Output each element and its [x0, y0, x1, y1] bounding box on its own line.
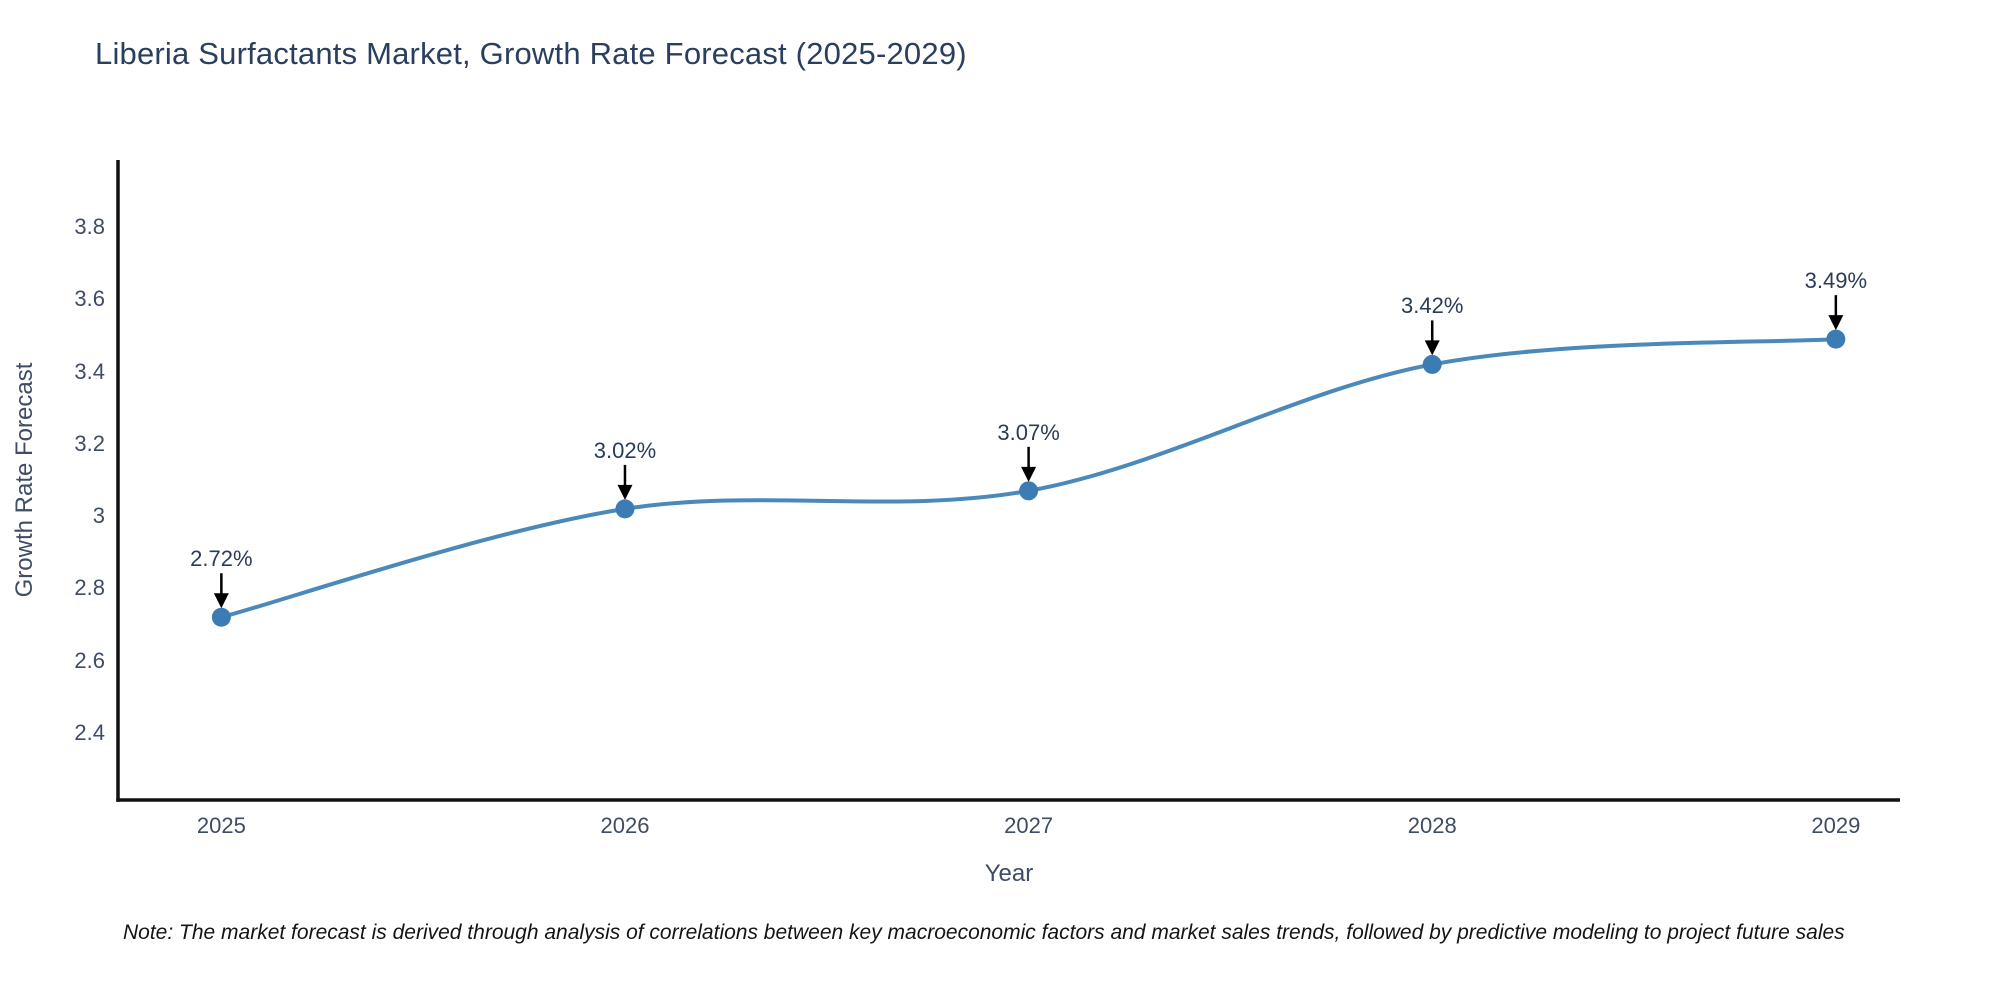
data-point-marker	[1422, 354, 1442, 374]
annotation-arrowhead	[1424, 340, 1440, 356]
y-tick-label: 3.2	[74, 430, 105, 456]
data-point-value-label: 3.49%	[1804, 268, 1868, 294]
y-tick-label: 3.4	[74, 358, 105, 384]
chart-title: Liberia Surfactants Market, Growth Rate …	[95, 36, 967, 71]
annotation-arrowhead	[213, 593, 229, 609]
y-tick-label: 2.6	[74, 647, 105, 673]
data-point-value-label: 3.02%	[593, 437, 657, 463]
data-point-value-label: 3.07%	[997, 419, 1060, 445]
x-tick-label: 2026	[600, 813, 650, 838]
data-point-value-label: 2.72%	[190, 546, 253, 572]
data-point-value-label: 3.42%	[1401, 293, 1464, 319]
data-point-marker	[211, 607, 231, 627]
y-tick-label: 3	[92, 503, 105, 529]
data-point-marker	[615, 499, 635, 519]
annotation-arrowhead	[1021, 466, 1037, 482]
x-axis-title: Year	[984, 860, 1034, 887]
annotation-arrowhead	[617, 484, 633, 500]
x-tick-label: 2025	[196, 813, 246, 838]
y-axis-title: Growth Rate Forecast	[11, 362, 38, 598]
x-tick-label: 2028	[1407, 813, 1457, 838]
annotation-arrowhead	[1828, 315, 1844, 331]
x-tick-label: 2029	[1811, 813, 1861, 838]
y-tick-label: 2.8	[74, 575, 105, 601]
x-tick-label: 2027	[1004, 813, 1054, 838]
data-point-marker	[1826, 329, 1846, 349]
footnote: Note: The market forecast is derived thr…	[123, 921, 1845, 944]
y-tick-label: 2.4	[74, 719, 105, 745]
data-point-marker	[1019, 481, 1039, 501]
y-tick-label: 3.8	[74, 214, 105, 240]
y-tick-label: 3.6	[74, 286, 105, 312]
